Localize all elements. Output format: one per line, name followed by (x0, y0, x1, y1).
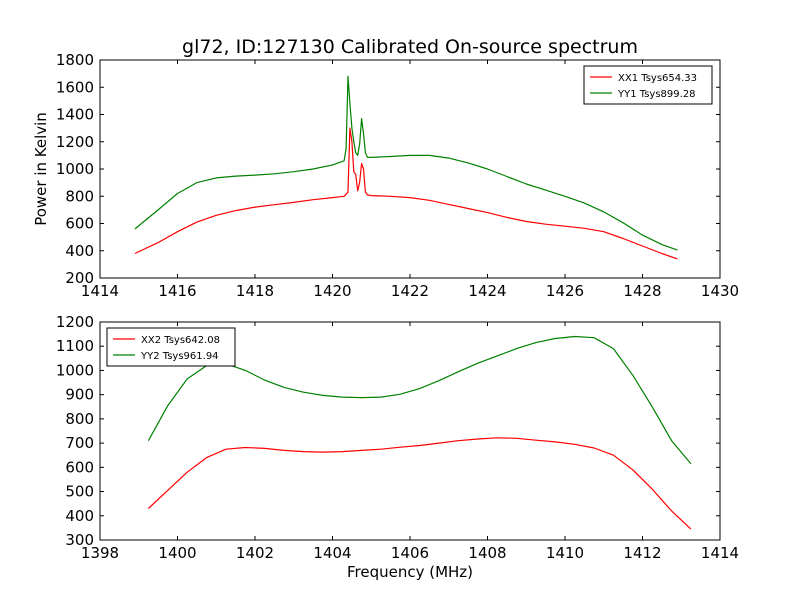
x-tick-label: 1428 (623, 282, 661, 300)
x-tick-label: 1412 (623, 544, 661, 562)
x-tick-label: 1398 (81, 544, 119, 562)
series-line-1 (134, 127, 678, 260)
series-line-2 (134, 75, 678, 251)
x-tick-label: 1414 (701, 544, 739, 562)
x-tick-label: 1422 (391, 282, 429, 300)
y-tick-label: 1800 (56, 51, 94, 69)
legend-label: XX1 Tsys654.33 (618, 73, 697, 84)
legend-box (106, 327, 236, 367)
y-tick-label: 1000 (56, 361, 94, 379)
x-tick-label: 1416 (158, 282, 196, 300)
series-line-2 (147, 335, 692, 465)
y-tick-label: 400 (65, 507, 94, 525)
y-tick-label: 1600 (56, 78, 94, 96)
x-tick-label: 1426 (546, 282, 584, 300)
x-tick-label: 1418 (236, 282, 274, 300)
bottom-plot: 1398 1400 1402 1404 1406 1408 1410 1412 1414 300 4… (56, 313, 739, 581)
x-tick-label: 1408 (468, 544, 506, 562)
x-tick-label: 1414 (81, 282, 119, 300)
x-tick-label: 1400 (158, 544, 196, 562)
x-tick-label: 1402 (236, 544, 274, 562)
y-tick-label: 1100 (56, 337, 94, 355)
y-tick-label: 400 (65, 242, 94, 260)
y-tick-label: 1200 (56, 133, 94, 151)
x-tick-label: 1404 (313, 544, 351, 562)
y-tick-label: 500 (65, 483, 94, 501)
y-tick-label: 1400 (56, 106, 94, 124)
y-tick-label: 800 (65, 187, 94, 205)
y-tick-label: 900 (65, 386, 94, 404)
legend-box (583, 65, 713, 105)
x-tick-label: 1410 (546, 544, 584, 562)
y-tick-label: 700 (65, 434, 94, 452)
y-tick-label: 600 (65, 458, 94, 476)
y-tick-label: 800 (65, 410, 94, 428)
y-tick-label: 600 (65, 215, 94, 233)
x-tick-label: 1424 (468, 282, 506, 300)
y-tick-label: 1000 (56, 160, 94, 178)
legend-label: YY2 Tsys961.94 (140, 351, 219, 362)
legend-label: XX2 Tsys642.08 (141, 335, 220, 346)
series-line-1 (147, 437, 692, 530)
y-tick-label: 300 (65, 531, 94, 549)
chart-title: gl72, ID:127130 Calibrated On-source spe… (182, 36, 638, 58)
x-tick-label: 1420 (313, 282, 351, 300)
y-tick-label: 1200 (56, 313, 94, 331)
legend-label: YY1 Tsys899.28 (617, 89, 696, 100)
x-tick-label: 1406 (391, 544, 429, 562)
x-tick-label: 1430 (701, 282, 739, 300)
x-axis-label: Frequency (MHz) (347, 563, 473, 581)
y-tick-label: 200 (65, 269, 94, 287)
y-axis-label: Power in Kelvin (32, 112, 50, 226)
top-plot: 1414 1416 1418 1420 1422 1424 1426 1428 1430 200 4… (32, 51, 739, 300)
